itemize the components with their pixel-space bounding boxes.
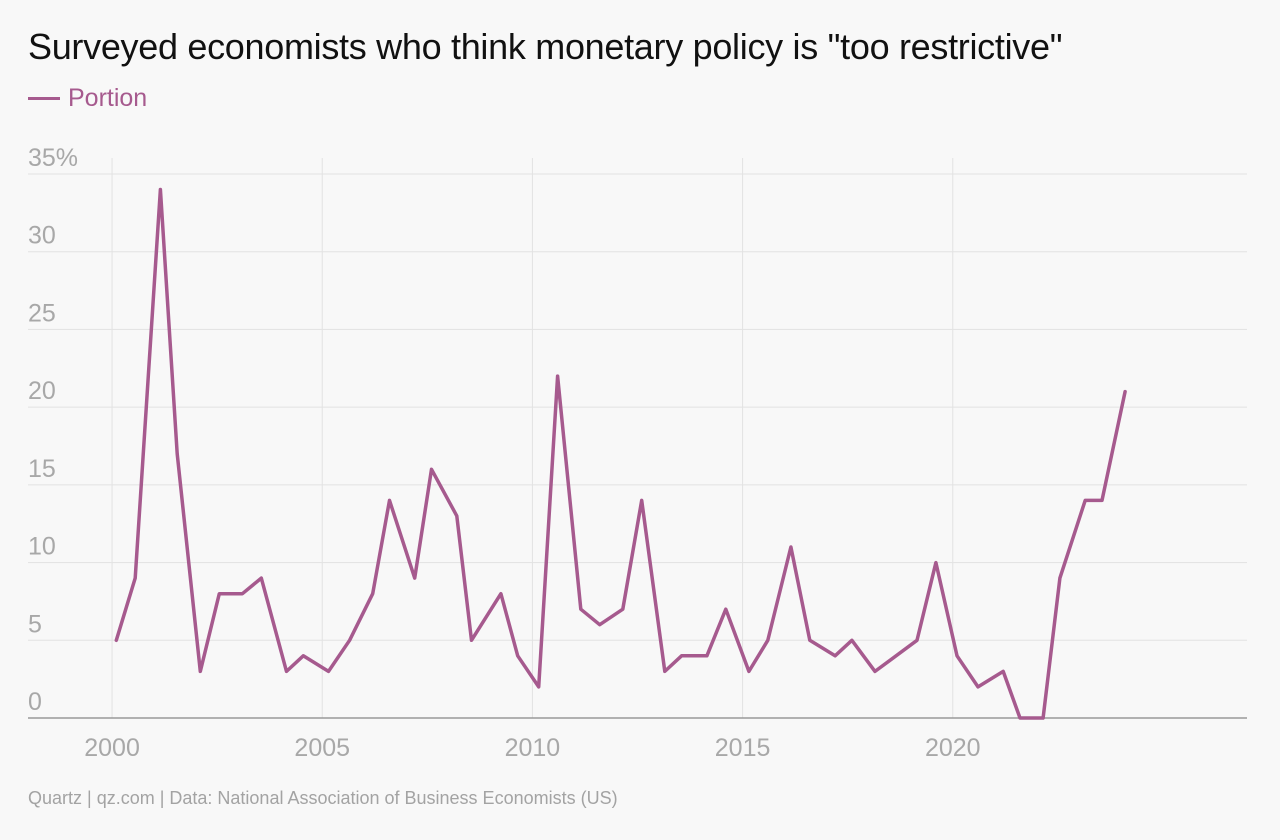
y-tick-label: 0 (28, 688, 42, 716)
x-tick-label: 2020 (925, 734, 981, 762)
series-line-portion (114, 187, 1127, 720)
y-tick-label: 35% (28, 144, 78, 172)
x-tick-label: 2000 (84, 734, 140, 762)
x-tick-label: 2005 (294, 734, 350, 762)
legend: Portion (28, 84, 147, 113)
y-tick-label: 10 (28, 533, 56, 561)
y-tick-label: 15 (28, 455, 56, 483)
source-footer: Quartz | qz.com | Data: National Associa… (28, 788, 618, 808)
y-tick-label: 25 (28, 299, 56, 327)
y-tick-label: 20 (28, 377, 56, 405)
x-tick-label: 2010 (505, 734, 561, 762)
y-tick-label: 5 (28, 610, 42, 638)
y-tick-label: 30 (28, 222, 56, 250)
chart-title: Surveyed economists who think monetary p… (28, 26, 1063, 67)
x-tick-label: 2015 (715, 734, 771, 762)
legend-swatch (28, 97, 60, 100)
legend-label-portion: Portion (68, 84, 148, 112)
